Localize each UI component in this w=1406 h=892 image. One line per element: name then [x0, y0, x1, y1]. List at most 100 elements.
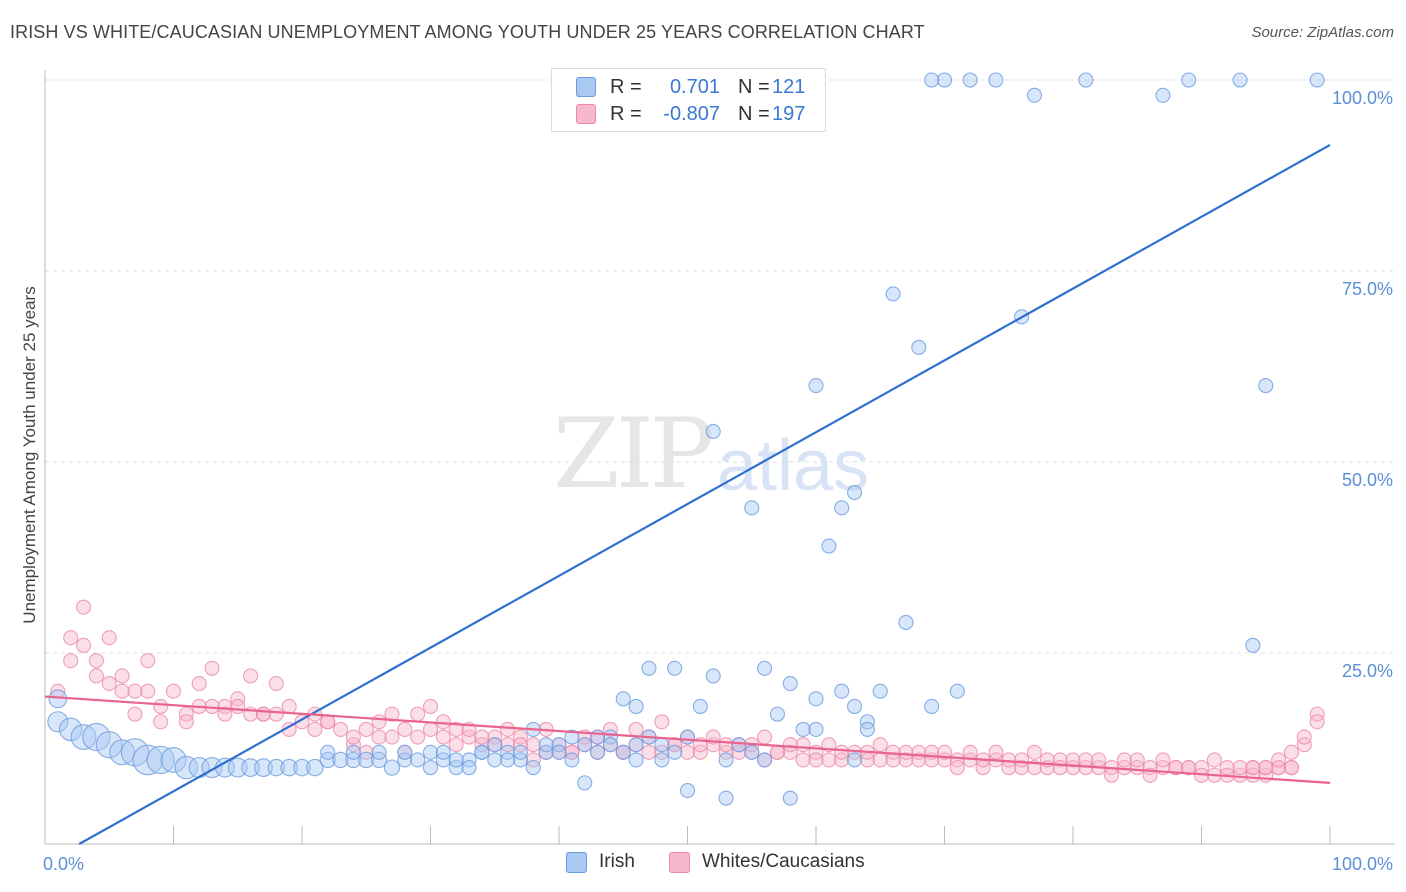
irish-point	[924, 72, 940, 88]
white-caucasian-point	[731, 744, 747, 760]
white-caucasian-point	[140, 653, 156, 669]
series-legend: Irish Whites/Caucasians	[0, 851, 1406, 877]
white-caucasian-point	[474, 737, 490, 753]
irish-point	[924, 698, 940, 715]
white-caucasian-point	[512, 729, 529, 745]
correlation-legend: R = 0.701 N = 121 R = -0.807 N = 197	[551, 68, 826, 132]
irish-point	[174, 755, 199, 780]
white-caucasian-point	[410, 706, 426, 722]
white-caucasian-point	[628, 721, 644, 737]
irish-point	[293, 758, 311, 777]
irish-point	[1309, 72, 1325, 88]
white-caucasian-point	[1065, 752, 1081, 768]
white-caucasian-point	[268, 706, 284, 722]
white-caucasian-point	[217, 698, 233, 715]
irish-point	[962, 72, 978, 88]
irish-point	[654, 752, 670, 768]
irish-point	[370, 751, 388, 769]
irish-point	[654, 737, 670, 753]
chart-title: IRISH VS WHITE/CAUCASIAN UNEMPLOYMENT AM…	[10, 22, 925, 42]
irish-point	[1078, 72, 1094, 88]
white-caucasian-point	[487, 729, 503, 745]
legend-item-irish[interactable]: Irish	[566, 851, 635, 873]
white-caucasian-point	[500, 737, 516, 753]
tick-labels: 25.0% 50.0% 75.0% 100.0% 0.0% 100.0%	[43, 88, 1393, 874]
legend-n-value-white: 197	[772, 102, 806, 125]
irish-point	[267, 758, 286, 777]
watermark-atlas: atlas	[717, 426, 870, 506]
irish-point	[410, 752, 426, 768]
white-caucasian-point	[165, 683, 182, 699]
irish-point	[846, 698, 863, 715]
white-caucasian-point	[834, 752, 850, 768]
white-caucasian-point	[872, 737, 888, 753]
irish-point	[679, 729, 696, 745]
white-caucasian-point	[384, 729, 400, 745]
white-caucasian-point	[345, 737, 361, 753]
irish-point	[371, 744, 387, 760]
irish-point	[358, 751, 375, 769]
irish-point	[692, 698, 708, 715]
white-caucasian-point	[307, 721, 323, 737]
irish-point	[911, 339, 927, 355]
white-caucasian-point	[1245, 760, 1261, 776]
irish-point	[525, 760, 541, 776]
irish-points	[47, 72, 1325, 806]
irish-point	[448, 752, 464, 768]
irish-point	[872, 683, 888, 699]
white-caucasian-point	[332, 721, 349, 737]
irish-point	[628, 752, 644, 768]
legend-n-label: N =	[738, 75, 770, 98]
white-caucasian-point	[525, 752, 541, 768]
irish-point	[551, 737, 567, 753]
legend-item-white[interactable]: Whites/Caucasians	[669, 851, 865, 873]
legend-label-white: Whites/Caucasians	[702, 851, 865, 872]
white-caucasian-point	[76, 599, 92, 615]
white-caucasian-point	[1232, 760, 1248, 776]
white-caucasian-point	[808, 752, 824, 768]
white-caucasian-point	[757, 729, 773, 745]
irish-point	[254, 758, 273, 777]
white-caucasian-point	[243, 668, 259, 684]
irish-point	[846, 752, 863, 768]
white-caucasian-point	[101, 630, 117, 646]
irish-point	[936, 72, 953, 88]
white-caucasian-point	[76, 637, 92, 653]
white-caucasian-point	[859, 752, 875, 768]
irish-point	[808, 378, 824, 394]
irish-point	[500, 752, 516, 768]
legend-row-irish: R = 0.701 N = 121	[576, 74, 805, 100]
white-caucasian-point	[1232, 767, 1248, 783]
y-tick-label: 75.0%	[1342, 279, 1393, 299]
white-caucasian-point	[1283, 760, 1299, 776]
white-caucasian-point	[153, 714, 169, 730]
irish-point	[320, 744, 336, 760]
irish-point	[512, 752, 529, 768]
white-caucasian-point	[512, 737, 529, 753]
white-caucasian-point	[230, 691, 246, 707]
trend-lines	[44, 143, 1331, 845]
white-caucasian-point	[358, 721, 374, 737]
legend-swatch-irish	[576, 77, 596, 97]
legend-swatch-irish	[566, 851, 587, 873]
irish-point	[1258, 378, 1274, 394]
irish-point	[487, 752, 503, 768]
white-caucasian-point	[1129, 752, 1145, 768]
white-caucasian-point	[1258, 760, 1274, 776]
irish-point	[615, 691, 631, 707]
legend-swatch-white	[669, 851, 690, 873]
irish-point	[834, 683, 850, 699]
irish-point	[564, 729, 580, 745]
white-caucasian-point	[1078, 752, 1094, 768]
white-caucasian-points	[50, 599, 1325, 783]
irish-point	[821, 538, 837, 554]
white-caucasian-point	[397, 721, 413, 737]
irish-point	[757, 752, 773, 768]
white-caucasian-point	[962, 744, 978, 760]
irish-point	[782, 676, 798, 692]
white-caucasian-point	[898, 752, 914, 768]
white-caucasian-point	[911, 744, 927, 760]
irish-point	[744, 744, 760, 760]
white-caucasian-point	[898, 744, 914, 760]
irish-point	[705, 423, 721, 439]
